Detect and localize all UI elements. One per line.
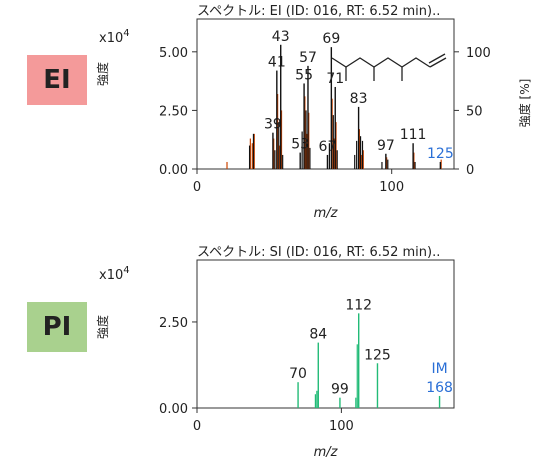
peak-label: 57 bbox=[299, 50, 317, 66]
scale-label: x104 bbox=[99, 265, 130, 283]
y-right-tick-label: 50 bbox=[466, 104, 483, 119]
peak-label: 39 bbox=[264, 117, 282, 133]
molecule-chain bbox=[331, 57, 431, 68]
molecule-double-bond bbox=[429, 57, 447, 68]
chart-panel-1: スペクトル: EI (ID: 016, RT: 6.52 min).. x104 強… bbox=[95, 4, 532, 221]
peak-label: 83 bbox=[350, 91, 368, 107]
peak-label: 43 bbox=[272, 29, 290, 45]
y-right-axis-label: 強度 [%] bbox=[517, 79, 532, 128]
chart-panel-2: スペクトル: SI (ID: 016, RT: 6.52 min).. x104 強… bbox=[95, 245, 455, 460]
peak-label: 99 bbox=[331, 382, 349, 398]
x-tick-label: 100 bbox=[379, 180, 404, 195]
peak-label: 168 bbox=[426, 380, 453, 396]
peak-annotation: IM bbox=[431, 361, 447, 377]
peak-label: 125 bbox=[427, 146, 454, 162]
y-tick-label: 0.00 bbox=[159, 163, 188, 178]
x-tick-label: 100 bbox=[329, 419, 354, 434]
y-tick-label: 0.00 bbox=[159, 402, 188, 417]
peak-label: 112 bbox=[345, 297, 372, 313]
y-axis-label: 強度 bbox=[95, 315, 110, 339]
peak-label: 70 bbox=[289, 366, 307, 382]
y-axis-label: 強度 bbox=[95, 62, 110, 86]
peak-label: 125 bbox=[364, 347, 391, 363]
peak-label: 71 bbox=[326, 71, 344, 87]
peak-label: 69 bbox=[322, 31, 340, 47]
y-tick-label: 5.00 bbox=[159, 46, 188, 61]
peak-label: 84 bbox=[309, 327, 327, 343]
peak-label: 55 bbox=[295, 67, 313, 83]
x-axis-label: m/z bbox=[314, 445, 339, 460]
molecule-double-bond bbox=[428, 53, 446, 64]
peak-label: 53 bbox=[291, 137, 309, 153]
peak-label: 111 bbox=[400, 127, 427, 143]
plot-frame bbox=[196, 18, 455, 170]
x-tick-label: 0 bbox=[193, 180, 201, 195]
scale-label: x104 bbox=[99, 28, 130, 46]
molecule-structure bbox=[331, 53, 447, 81]
chart-title: スペクトル: EI (ID: 016, RT: 6.52 min).. bbox=[197, 4, 440, 19]
peak-label: 41 bbox=[268, 55, 286, 71]
y-tick-label: 2.50 bbox=[159, 316, 188, 331]
pi-badge: PI bbox=[27, 302, 87, 352]
y-tick-label: 2.50 bbox=[159, 104, 188, 119]
peak-label: 67 bbox=[319, 139, 337, 155]
y-right-tick-label: 0 bbox=[466, 163, 474, 178]
peak-label: 97 bbox=[377, 138, 395, 154]
x-axis-label: m/z bbox=[314, 206, 339, 221]
plot-frame bbox=[196, 259, 455, 409]
ei-badge: EI bbox=[27, 55, 87, 105]
y-right-tick-label: 100 bbox=[466, 46, 491, 61]
x-tick-label: 0 bbox=[193, 419, 201, 434]
chart-title: スペクトル: SI (ID: 016, RT: 6.52 min).. bbox=[197, 245, 440, 260]
